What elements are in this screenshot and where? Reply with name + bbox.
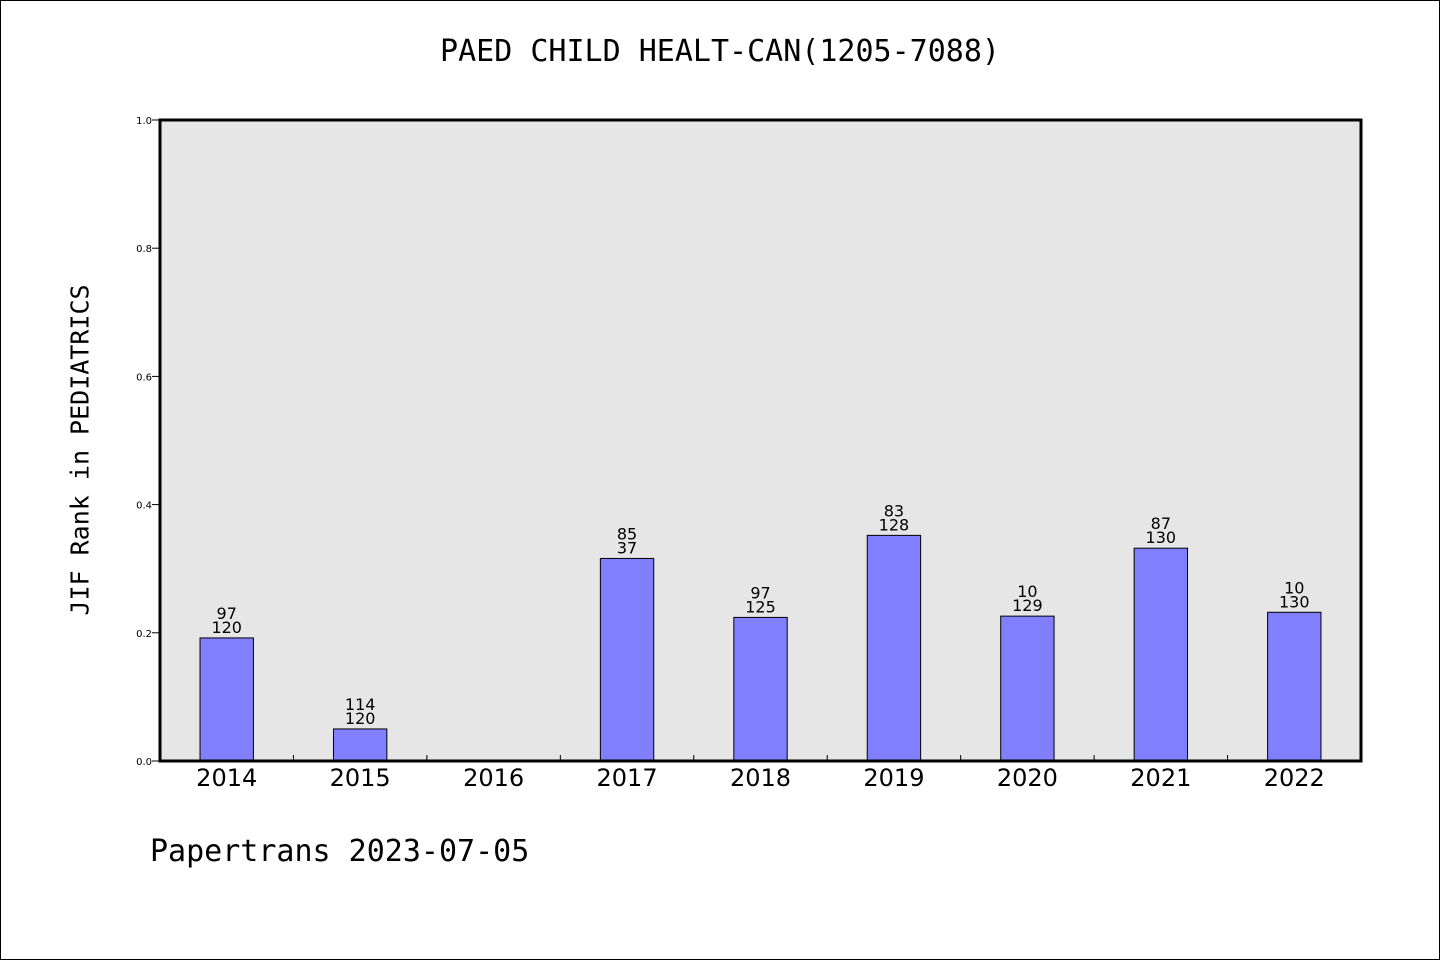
bar-label-bottom: 37: [617, 538, 637, 557]
bar-label-bottom: 129: [1012, 596, 1043, 615]
x-tick-label: 2017: [597, 764, 658, 792]
bar-label-bottom: 120: [345, 709, 376, 728]
x-tick-label: 2016: [463, 764, 524, 792]
y-tick-label: 0.0: [136, 757, 152, 768]
bar-label-bottom: 130: [1279, 592, 1310, 611]
bar: [332, 728, 388, 762]
bar-label-top: 97: [750, 583, 770, 602]
y-tick-label: 0.4: [136, 501, 152, 512]
x-tick-label: 2019: [863, 764, 924, 792]
x-tick-label: 2022: [1264, 764, 1325, 792]
bar-label-bottom: 120: [211, 618, 242, 637]
x-tick-label: 2020: [997, 764, 1058, 792]
bar-label-top: 10: [1284, 578, 1304, 597]
bar: [1000, 615, 1055, 762]
bar-label-top: 87: [1151, 514, 1171, 533]
footer-credit: Papertrans 2023-07-05: [150, 834, 530, 869]
bar: [733, 616, 788, 762]
bar: [1133, 547, 1189, 762]
bar-label-top: 83: [884, 501, 904, 520]
bar-label-bottom: 130: [1146, 528, 1177, 547]
bar-label-top: 97: [217, 604, 237, 623]
bar: [1267, 611, 1322, 762]
bar: [199, 637, 254, 762]
bar-label-top: 10: [1017, 582, 1037, 601]
y-tick-label: 0.8: [136, 244, 152, 255]
bar-label-top: 85: [617, 524, 637, 543]
bar-label-top: 114: [345, 695, 376, 714]
x-tick-label: 2015: [330, 764, 391, 792]
bar: [866, 534, 922, 762]
bar-label-bottom: 128: [879, 515, 910, 534]
bar: [599, 557, 655, 762]
chart-title: PAED CHILD HEALT-CAN(1205-7088): [440, 34, 1000, 69]
y-tick-label: 0.2: [136, 629, 152, 640]
plot-border: [158, 118, 1363, 763]
y-tick-label: 0.6: [136, 372, 152, 383]
bar-label-bottom: 125: [745, 597, 776, 616]
y-tick-label: 1.0: [136, 116, 152, 127]
x-tick-label: 2014: [196, 764, 257, 792]
x-tick-label: 2018: [730, 764, 791, 792]
x-tick-label: 2021: [1130, 764, 1191, 792]
